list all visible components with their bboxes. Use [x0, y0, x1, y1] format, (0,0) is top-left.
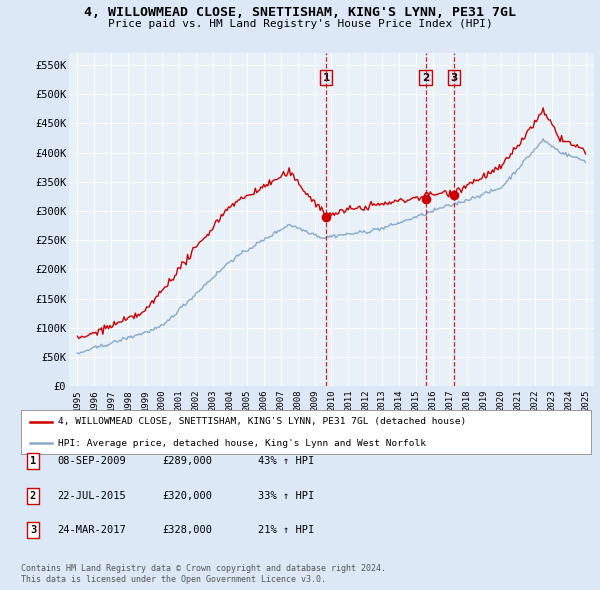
Text: 3: 3: [30, 525, 36, 535]
Text: 2: 2: [422, 73, 429, 83]
Text: 4, WILLOWMEAD CLOSE, SNETTISHAM, KING'S LYNN, PE31 7GL: 4, WILLOWMEAD CLOSE, SNETTISHAM, KING'S …: [84, 6, 516, 19]
Text: 1: 1: [30, 457, 36, 466]
Text: £320,000: £320,000: [162, 491, 212, 500]
Text: 1: 1: [323, 73, 330, 83]
Text: 08-SEP-2009: 08-SEP-2009: [57, 457, 126, 466]
Text: 24-MAR-2017: 24-MAR-2017: [57, 525, 126, 535]
Text: 2: 2: [30, 491, 36, 500]
Text: 3: 3: [451, 73, 458, 83]
Text: HPI: Average price, detached house, King's Lynn and West Norfolk: HPI: Average price, detached house, King…: [58, 439, 426, 448]
Text: This data is licensed under the Open Government Licence v3.0.: This data is licensed under the Open Gov…: [21, 575, 326, 584]
Text: 43% ↑ HPI: 43% ↑ HPI: [258, 457, 314, 466]
Text: £328,000: £328,000: [162, 525, 212, 535]
Text: 33% ↑ HPI: 33% ↑ HPI: [258, 491, 314, 500]
Text: Contains HM Land Registry data © Crown copyright and database right 2024.: Contains HM Land Registry data © Crown c…: [21, 565, 386, 573]
Text: £289,000: £289,000: [162, 457, 212, 466]
Text: 22-JUL-2015: 22-JUL-2015: [57, 491, 126, 500]
Text: 4, WILLOWMEAD CLOSE, SNETTISHAM, KING'S LYNN, PE31 7GL (detached house): 4, WILLOWMEAD CLOSE, SNETTISHAM, KING'S …: [58, 418, 466, 427]
Text: 21% ↑ HPI: 21% ↑ HPI: [258, 525, 314, 535]
Text: Price paid vs. HM Land Registry's House Price Index (HPI): Price paid vs. HM Land Registry's House …: [107, 19, 493, 30]
